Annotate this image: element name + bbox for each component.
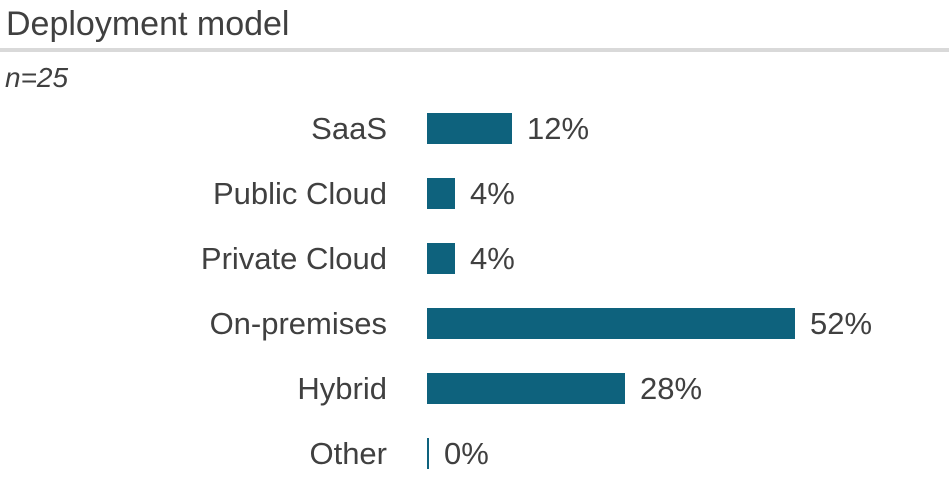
sample-size-label: n=25 [5,62,69,93]
chart-row: Private Cloud 4% [0,226,949,291]
value-label: 4% [470,240,515,276]
bar [427,438,429,469]
bar [427,308,795,339]
bar [427,373,625,404]
chart-title: Deployment model [6,5,290,43]
chart-row: Public Cloud 4% [0,161,949,226]
chart-row: Hybrid 28% [0,356,949,421]
chart-row: On-premises 52% [0,291,949,356]
chart-header: Deployment model n=25 [0,0,949,93]
category-label: SaaS [311,110,387,146]
bar [427,243,455,274]
category-label: On-premises [209,305,387,341]
value-label: 12% [527,110,590,146]
category-label: Hybrid [297,370,387,406]
category-label: Public Cloud [212,175,387,211]
value-label: 4% [470,175,515,211]
value-label: 0% [444,435,489,471]
bar [427,178,455,209]
category-label: Other [309,435,387,471]
chart-row: SaaS 12% [0,96,949,161]
category-label: Private Cloud [200,240,387,276]
chart-row: Other 0% [0,421,949,486]
bar-chart: SaaS 12% Public Cloud 4% Private Cloud 4… [0,96,949,486]
value-label: 52% [810,305,873,341]
header-divider [0,48,949,52]
bar [427,113,512,144]
value-label: 28% [640,370,703,406]
